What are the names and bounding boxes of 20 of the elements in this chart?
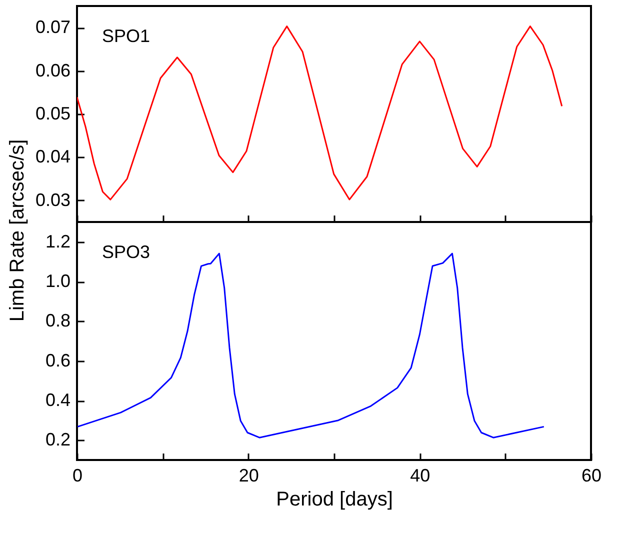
y-axis-title: Limb Rate [arcsec/s]	[6, 139, 28, 322]
y-tick-label: 0.06	[35, 60, 70, 80]
x-tick-label: 60	[581, 466, 602, 486]
y-tick-label: 0.03	[35, 190, 70, 210]
y-tick-label: 0.05	[35, 104, 70, 124]
y-tick-label: 0.8	[45, 310, 70, 331]
x-tick-label: 0	[72, 466, 83, 486]
x-tick-label: 40	[410, 466, 430, 486]
annotation: SPO3	[102, 242, 150, 262]
y-tick-label: 0.4	[45, 390, 70, 410]
y-tick-label: 0.04	[35, 146, 70, 167]
y-tick-label: 0.07	[35, 17, 70, 38]
annotation: SPO1	[102, 26, 150, 46]
y-tick-label: 1.2	[45, 231, 70, 252]
y-tick-label: 1.0	[45, 271, 70, 291]
y-tick-label: 0.6	[45, 350, 70, 370]
line-series	[77, 26, 563, 200]
y-tick-label: 0.2	[45, 430, 70, 450]
x-tick-label: 20	[238, 466, 259, 486]
x-axis-title: Period [days]	[276, 488, 393, 510]
